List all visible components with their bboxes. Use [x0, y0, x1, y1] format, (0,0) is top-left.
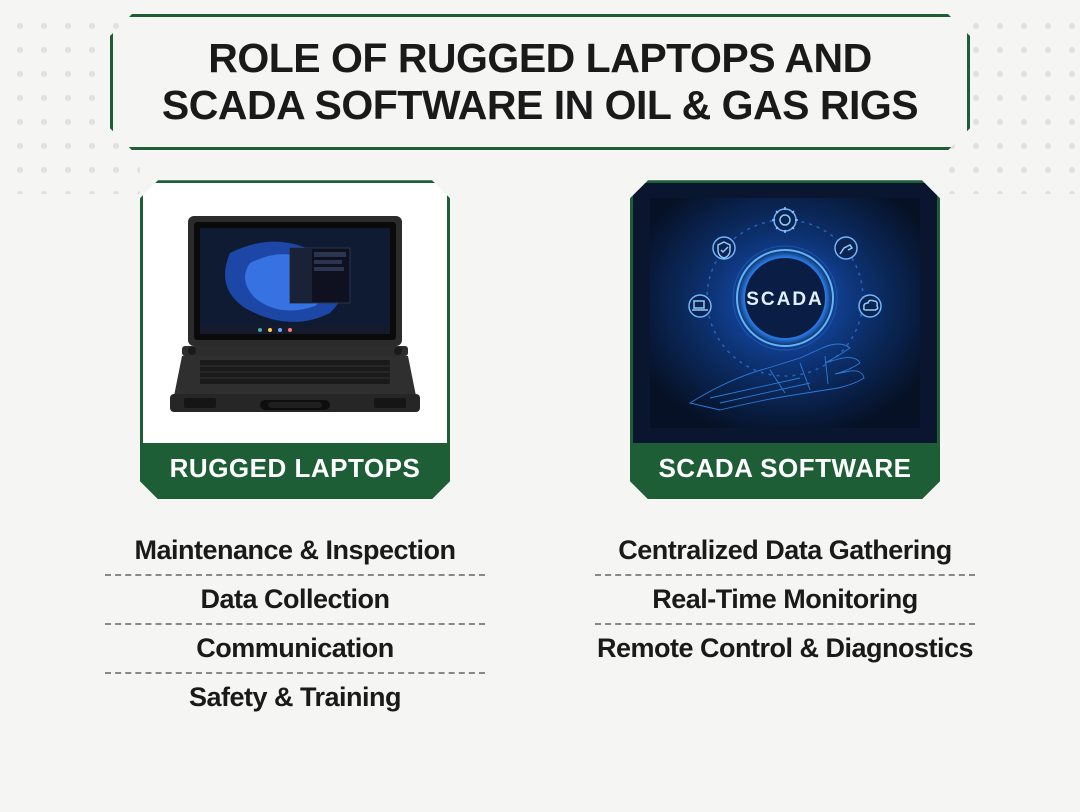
title-line-1: ROLE OF RUGGED LAPTOPS AND	[208, 35, 872, 81]
columns-container: RUGGED LAPTOPS Maintenance & Inspection …	[0, 180, 1080, 721]
feature-item: Centralized Data Gathering	[585, 527, 985, 574]
card-label-rugged: RUGGED LAPTOPS	[143, 443, 447, 496]
column-rugged-laptops: RUGGED LAPTOPS Maintenance & Inspection …	[95, 180, 495, 721]
features-left: Maintenance & Inspection Data Collection…	[95, 527, 495, 721]
scada-center-text: SCADA	[746, 289, 824, 310]
card-scada: SCADA SCADA SOFTWARE	[630, 180, 940, 499]
features-right: Centralized Data Gathering Real-Time Mon…	[585, 527, 985, 672]
scada-image: SCADA	[633, 183, 937, 443]
page-title: ROLE OF RUGGED LAPTOPS AND SCADA SOFTWAR…	[153, 35, 927, 129]
feature-item: Communication	[95, 625, 495, 672]
feature-item: Safety & Training	[95, 674, 495, 721]
feature-item: Real-Time Monitoring	[585, 576, 985, 623]
column-scada: SCADA SCADA SOFTWARE Centralized Data Ga…	[585, 180, 985, 721]
feature-item: Remote Control & Diagnostics	[585, 625, 985, 672]
feature-item: Data Collection	[95, 576, 495, 623]
feature-item: Maintenance & Inspection	[95, 527, 495, 574]
rugged-laptop-icon	[160, 208, 430, 418]
title-frame: ROLE OF RUGGED LAPTOPS AND SCADA SOFTWAR…	[110, 14, 970, 150]
title-line-2: SCADA SOFTWARE IN OIL & GAS RIGS	[162, 82, 918, 128]
rugged-laptop-image	[143, 183, 447, 443]
scada-hologram-icon: SCADA	[650, 198, 920, 428]
card-rugged-laptops: RUGGED LAPTOPS	[140, 180, 450, 499]
card-label-scada: SCADA SOFTWARE	[633, 443, 937, 496]
